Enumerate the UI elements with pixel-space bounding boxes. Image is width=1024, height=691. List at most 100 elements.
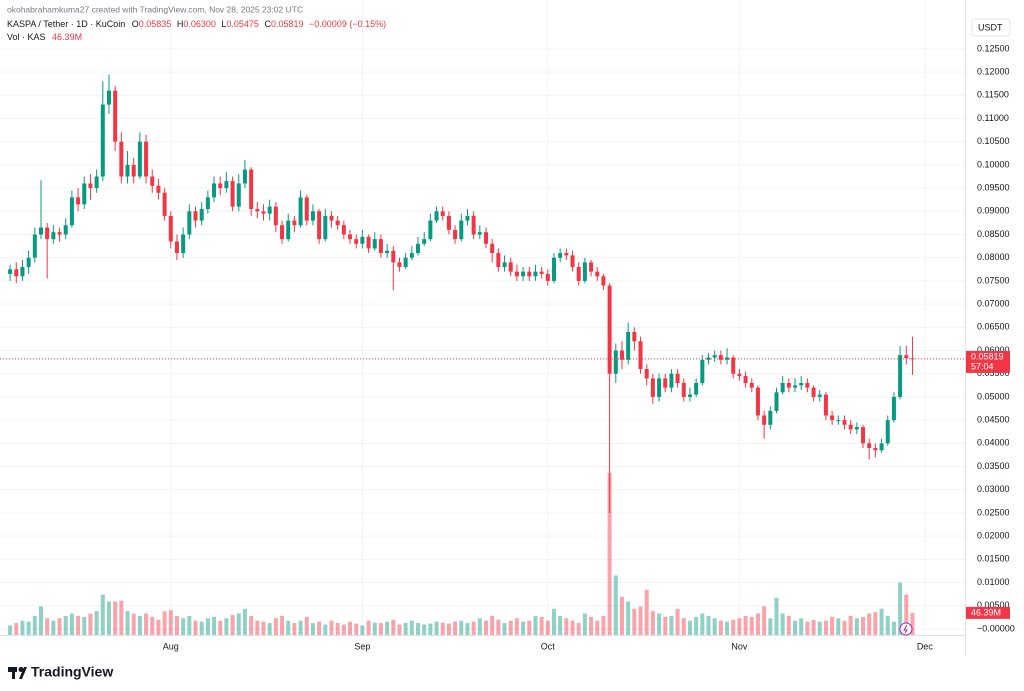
candle-body [280, 225, 285, 240]
candle-body [595, 271, 600, 277]
candle-body [891, 396, 896, 421]
y-tick-label: 0.05000 [977, 391, 1010, 401]
candle-body [416, 243, 421, 254]
y-tick-label: 0.01000 [977, 577, 1010, 587]
candle-body [867, 443, 872, 448]
volume-bar [823, 620, 828, 635]
volume-bar [205, 618, 210, 635]
candle-body [904, 355, 909, 359]
candle-body [898, 355, 903, 397]
x-tick-label: Nov [731, 641, 748, 651]
volume-bar [830, 616, 835, 635]
y-tick-label: 0.11500 [977, 90, 1009, 100]
currency-box[interactable] [971, 18, 1011, 37]
candle-body [527, 271, 532, 277]
candle-body [137, 141, 142, 177]
volume-bar [187, 615, 192, 635]
events-icon[interactable] [899, 622, 913, 636]
candle-body [14, 269, 19, 277]
candle-body [218, 183, 223, 189]
volume-bar [168, 610, 173, 635]
candle-body [490, 243, 495, 254]
candle-body [823, 394, 828, 416]
volume-value: 46.39M [52, 32, 82, 42]
candle-body [323, 215, 328, 240]
candle-body [607, 285, 612, 374]
candle-body [397, 262, 402, 267]
candle-body [162, 192, 167, 216]
candle-body [94, 176, 99, 189]
volume-bar [366, 620, 371, 635]
volume-bar [292, 623, 297, 635]
y-tick-label: 0.07500 [977, 275, 1010, 285]
volume-bar [508, 620, 513, 635]
currency[interactable]: USDT [978, 22, 1003, 32]
volume-bar [712, 618, 717, 635]
candle-body [459, 220, 464, 240]
volume-bar [304, 616, 309, 635]
candle-body [348, 234, 353, 240]
candle-body [663, 378, 668, 388]
candle-body [842, 420, 847, 425]
candle-body [292, 220, 297, 226]
candle-body [737, 373, 742, 377]
volume-bar [249, 615, 254, 635]
candle-body [508, 262, 513, 272]
candle-body [521, 271, 526, 277]
last-volume-label: 46.39M [971, 607, 1001, 617]
candle-body [786, 383, 791, 388]
candle-body [657, 378, 662, 397]
candle-body [261, 211, 266, 214]
brand: TradingView [31, 664, 113, 680]
candle-body [848, 424, 853, 430]
volume-bar [465, 623, 470, 635]
candle-body [273, 206, 278, 226]
candle-body [88, 183, 93, 189]
candle-body [242, 169, 247, 184]
candle-body [156, 185, 161, 193]
volume-bar [341, 624, 346, 635]
candle-body [45, 227, 50, 240]
candle-body [731, 357, 736, 374]
y-tick-label: 0.09500 [977, 182, 1010, 192]
candle-body [712, 355, 717, 358]
volume-bar [88, 613, 93, 635]
candle-body [465, 215, 470, 221]
y-tick-label: 0.11000 [977, 113, 1009, 123]
candle-body [372, 239, 377, 249]
volume-bar [669, 615, 674, 635]
volume-bar [57, 618, 62, 635]
candle-body [533, 271, 538, 277]
volume-bar [459, 620, 464, 635]
legend-value: 0.05835 [139, 19, 172, 29]
y-tick-label: −0.00000 [977, 623, 1015, 633]
volume-bar [242, 608, 247, 635]
volume-bar [348, 621, 353, 635]
volume-bar [539, 616, 544, 635]
candle-body [440, 211, 445, 216]
volume-bar [496, 619, 501, 635]
candle-body [879, 443, 884, 451]
volume-bar [385, 621, 390, 635]
y-tick-label: 0.03500 [977, 461, 1010, 471]
volume-bar [564, 618, 569, 635]
volume-bar [675, 608, 680, 635]
y-tick-label: 0.07000 [977, 298, 1010, 308]
volume-bar [329, 620, 334, 635]
volume-bar [545, 620, 550, 635]
x-tick-label: Dec [917, 641, 934, 651]
candle-body [193, 211, 198, 221]
volume-bar [718, 620, 723, 635]
volume-bar [687, 620, 692, 635]
candle-body [743, 376, 748, 384]
candle-body [51, 232, 56, 240]
candle-body [644, 369, 649, 379]
volume-bar [706, 615, 711, 635]
volume-bar [391, 619, 396, 635]
volume-bar [533, 615, 538, 635]
candle-body [626, 331, 631, 360]
volume-bar [63, 615, 68, 635]
volume-bar [589, 616, 594, 635]
candle-body [861, 427, 866, 444]
volume-bar [644, 589, 649, 635]
